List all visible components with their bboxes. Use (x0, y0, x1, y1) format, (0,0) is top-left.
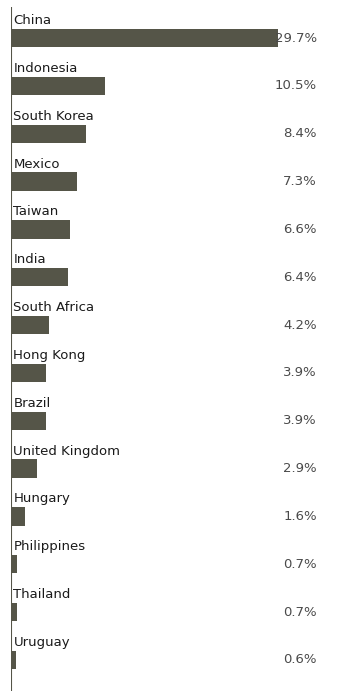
Text: 3.9%: 3.9% (283, 414, 317, 427)
Text: India: India (14, 253, 46, 266)
Bar (11, 651, 16, 669)
Text: 4.2%: 4.2% (283, 318, 317, 332)
Text: 6.6%: 6.6% (283, 223, 317, 236)
Text: 29.7%: 29.7% (275, 31, 317, 45)
Bar (11, 125, 86, 143)
Bar (11, 29, 278, 47)
Bar (11, 412, 46, 430)
Bar (11, 364, 46, 382)
Bar (11, 459, 37, 477)
Text: 0.6%: 0.6% (283, 653, 317, 667)
Bar (11, 316, 49, 334)
Bar (11, 555, 17, 573)
Text: Hungary: Hungary (14, 492, 70, 505)
Bar (11, 172, 76, 191)
Text: Uruguay: Uruguay (14, 636, 70, 649)
Text: South Africa: South Africa (14, 301, 95, 314)
Text: 2.9%: 2.9% (283, 462, 317, 475)
Text: Taiwan: Taiwan (14, 205, 59, 218)
Text: 6.4%: 6.4% (283, 271, 317, 284)
Bar (11, 221, 70, 239)
Text: Mexico: Mexico (14, 158, 60, 170)
Text: South Korea: South Korea (14, 110, 94, 123)
Text: United Kingdom: United Kingdom (14, 445, 121, 458)
Text: Philippines: Philippines (14, 540, 86, 554)
Text: 3.9%: 3.9% (283, 366, 317, 380)
Text: 10.5%: 10.5% (275, 80, 317, 92)
Bar (11, 507, 25, 526)
Text: Hong Kong: Hong Kong (14, 349, 86, 362)
Text: Thailand: Thailand (14, 588, 71, 601)
Bar (11, 268, 68, 286)
Text: 0.7%: 0.7% (283, 558, 317, 571)
Text: China: China (14, 14, 51, 27)
Text: 0.7%: 0.7% (283, 606, 317, 618)
Text: Brazil: Brazil (14, 396, 51, 410)
Bar (11, 603, 17, 621)
Text: 8.4%: 8.4% (283, 127, 317, 140)
Text: 1.6%: 1.6% (283, 510, 317, 523)
Text: Indonesia: Indonesia (14, 62, 78, 75)
Bar (11, 77, 105, 95)
Text: 7.3%: 7.3% (283, 175, 317, 188)
